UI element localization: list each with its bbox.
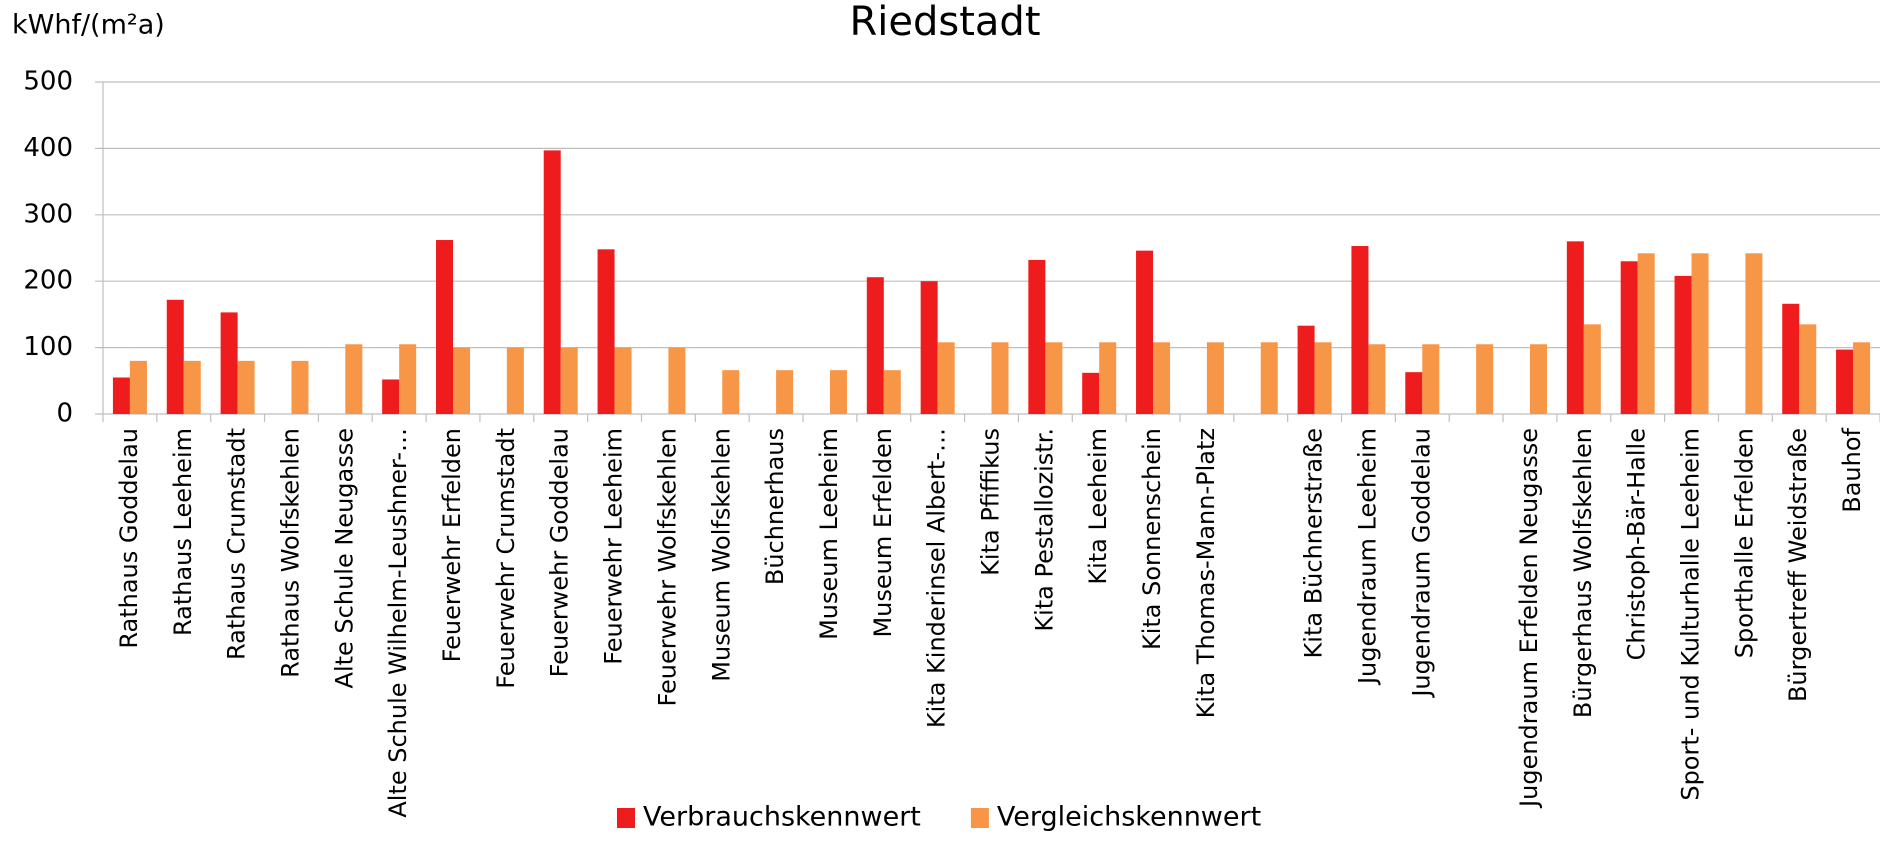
bar [1529, 344, 1547, 414]
bar [1153, 342, 1171, 414]
x-tick-label: Museum Wolfskehlen [707, 428, 735, 682]
bar [937, 342, 955, 414]
bar [1099, 342, 1117, 414]
bar [668, 347, 686, 414]
y-tick-label: 300 [23, 199, 73, 229]
x-tick-label: Feuerwehr Goddelau [546, 428, 574, 677]
x-tick-label: Rathaus Leeheim [169, 428, 197, 636]
bar [220, 312, 238, 414]
bar [1082, 372, 1100, 414]
x-tick-label: Kita Sonnenschein [1138, 428, 1166, 650]
x-tick-label: Rathaus Crumstadt [223, 428, 251, 660]
bar [112, 377, 130, 414]
bar [560, 347, 578, 414]
bar [829, 370, 847, 414]
bar [883, 370, 901, 414]
x-tick-label: Sport- und Kulturhalle Leeheim [1677, 428, 1705, 801]
y-tick-label: 200 [23, 266, 73, 296]
bar [1620, 261, 1638, 414]
bar [1422, 344, 1440, 414]
bar [436, 240, 454, 414]
x-tick-label: Sporthalle Erfelden [1730, 428, 1758, 658]
bar [1206, 342, 1224, 414]
bar [506, 347, 524, 414]
bar [1476, 344, 1494, 414]
bar [1368, 344, 1386, 414]
x-tick-label: Bürgerhaus Wolfskehlen [1569, 428, 1597, 718]
chart-title: Riedstadt [849, 0, 1040, 45]
bar [291, 360, 309, 414]
bar [166, 299, 184, 414]
y-tick-label: 400 [23, 133, 73, 163]
x-tick-label: Büchnerhaus [761, 428, 789, 585]
bar [1351, 246, 1369, 414]
legend-swatch [970, 808, 989, 828]
x-tick-label: Rathaus Wolfskehlen [276, 428, 304, 678]
bar [543, 150, 561, 414]
bar [1799, 324, 1817, 414]
bar [1136, 250, 1154, 414]
y-axis-label: kWhf/(m²a) [12, 10, 165, 41]
bar [1583, 324, 1601, 414]
bar [1745, 253, 1763, 414]
x-tick-label: Feuerwehr Leeheim [600, 428, 628, 665]
bar [1405, 372, 1423, 414]
x-tick-label: Kita Kinderinsel Albert-… [923, 428, 951, 728]
bar [991, 342, 1009, 414]
bar [1853, 342, 1871, 414]
bar [399, 344, 417, 414]
bar [920, 281, 938, 414]
legend-swatch [617, 808, 635, 828]
x-tick-label: Bürgertreff Weidstraße [1784, 428, 1812, 702]
x-tick-label: Alte Schule Wilhelm-Leushner-… [384, 428, 412, 818]
x-tick-label: Kita Pfiffikus [977, 428, 1005, 576]
y-tick-label: 0 [56, 399, 73, 429]
bar [1836, 349, 1854, 414]
bar [614, 347, 632, 414]
x-tick-label: Jugendraum Goddelau [1407, 428, 1435, 699]
bar [722, 370, 740, 414]
bar [1045, 342, 1063, 414]
bar [1674, 275, 1692, 414]
x-tick-label: Rathaus Goddelau [115, 428, 143, 649]
legend-label: Verbrauchskennwert [643, 802, 921, 833]
x-tick-label: Kita Pestallozistr. [1030, 428, 1058, 632]
x-tick-label: Christoph-Bär-Halle [1623, 428, 1651, 660]
bar [597, 249, 615, 414]
legend-label: Vergleichskennwert [997, 802, 1261, 833]
x-tick-label: Museum Erfelden [869, 428, 897, 638]
bar [866, 277, 884, 414]
bar [453, 347, 471, 414]
bar [129, 360, 147, 414]
x-tick-label: Feuerwehr Crumstadt [492, 428, 520, 689]
bar [1691, 253, 1709, 414]
x-tick-label: Feuerwehr Erfelden [438, 428, 466, 662]
bar [183, 360, 201, 414]
bar [237, 360, 255, 414]
bar [776, 370, 794, 414]
bar [1782, 303, 1800, 414]
bar [1297, 325, 1315, 414]
x-tick-label: Museum Leeheim [815, 428, 843, 640]
x-tick-label: Kita Thomas-Mann-Platz [1192, 428, 1220, 718]
x-tick-label: Kita Büchnerstraße [1300, 428, 1328, 658]
bar [1637, 253, 1655, 414]
x-tick-label: Jugendraum Leeheim [1353, 428, 1381, 686]
y-tick-label: 100 [23, 332, 73, 362]
x-tick-label: Alte Schule Neugasse [330, 428, 358, 688]
x-tick-label: Jugendraum Erfelden Neugasse [1515, 428, 1543, 809]
x-tick-label: Bauhof [1838, 427, 1866, 512]
bar [1260, 342, 1278, 414]
x-tick-label: Feuerwehr Wolfskehlen [653, 428, 681, 707]
y-tick-label: 500 [23, 67, 73, 97]
x-tick-label: Kita Leeheim [1084, 428, 1112, 585]
bar [1314, 342, 1332, 414]
bar [1028, 259, 1046, 414]
bar [1566, 241, 1584, 414]
bar [382, 379, 400, 414]
bar [345, 344, 363, 414]
